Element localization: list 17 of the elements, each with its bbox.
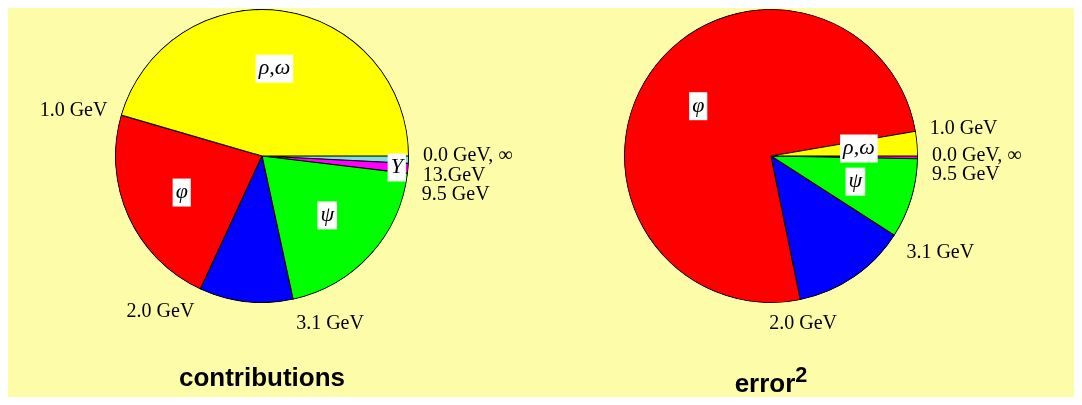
text: 1.0 GeV xyxy=(929,116,999,139)
slice-label: ρ,ω xyxy=(257,54,291,80)
text: error$^{2}$ xyxy=(733,362,809,399)
slice-label: φ xyxy=(692,91,705,117)
text: contributions xyxy=(177,362,347,393)
slice-label: Υ xyxy=(390,153,406,179)
text: 3.1 GeV xyxy=(906,240,975,263)
slice-label: ρ,ω xyxy=(842,134,875,160)
text: 2.0 GeV xyxy=(126,299,195,322)
text: 1.0 GeV xyxy=(39,98,108,121)
slice-label: ψ xyxy=(320,201,335,227)
text: 0.0 GeV, ∞ xyxy=(423,143,513,166)
text: 2.0 GeV xyxy=(769,311,838,334)
text: 0.0 GeV, ∞ xyxy=(932,143,1022,166)
slice-label: ψ xyxy=(848,167,863,193)
text: 3.1 GeV xyxy=(296,310,365,333)
slice-label: φ xyxy=(175,178,188,204)
